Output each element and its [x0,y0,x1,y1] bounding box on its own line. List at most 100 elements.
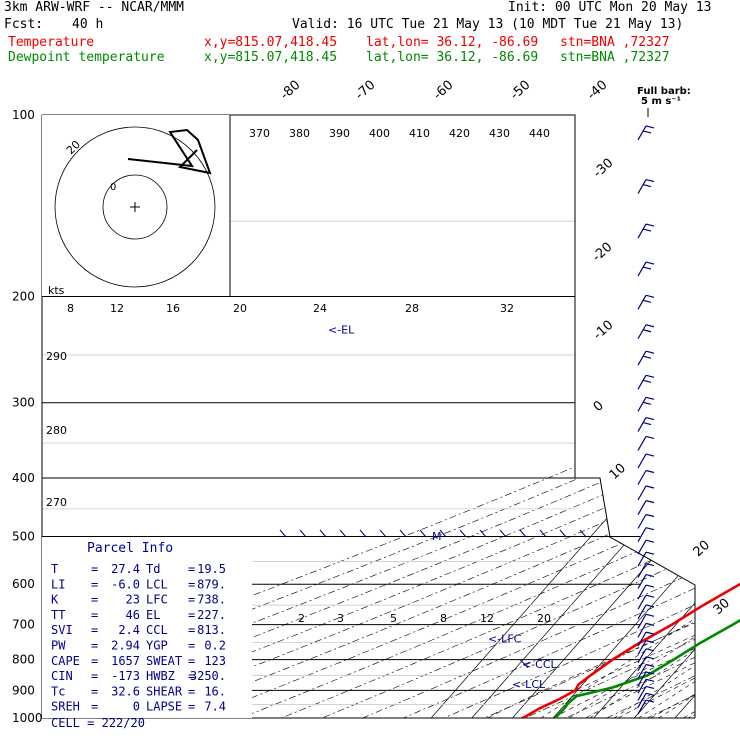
wind-barb-small [459,529,467,538]
parcel-param-value: -6.0 [111,577,140,591]
parcel-param-value: 879. [197,577,226,591]
parcel-param-name: SWEAT [146,654,182,668]
forecast-hour: 40 h [72,17,104,32]
parcel-equals: = [188,654,195,668]
theta-label: 420 [449,127,470,140]
series-stn-temperature: stn=BNA ,72327 [560,35,670,50]
parcel-param-value: 123 [204,654,226,668]
temperature-tick-label: -20 [590,240,616,265]
parcel-equals: = [91,639,98,653]
wind-barb [637,396,655,412]
wind-barb-small [339,529,347,538]
pressure-tick-label: 500 [12,529,35,543]
parcel-param-value: 0.2 [204,639,226,653]
wind-barb [637,435,655,451]
wind-scale-label: Full barb: [637,86,691,97]
parcel-param-name: LI [51,577,65,591]
parcel-param-value: 7.4 [204,700,226,714]
theta-e-label: 20 [233,302,247,315]
parcel-equals: = [188,562,195,576]
mixing-ratio-line [658,583,695,718]
parcel-param-name: SREH [51,700,80,714]
temperature-tick-label: 10 [607,461,629,483]
wind-barb [637,453,655,469]
parcel-equals: = [91,669,98,683]
series-name-temperature: Temperature [8,35,95,50]
hodograph-outer-ring [54,126,216,288]
parcel-param-value: 738. [197,593,226,607]
parcel-param-name: TT [51,608,65,622]
wind-barb-small [439,529,447,538]
wind-barb [637,551,655,567]
ccl-tick [519,659,529,669]
parcel-param-name: CAPE [51,654,80,668]
mixing-ratio-label: 20 [537,612,551,625]
wind-barb-small [359,529,367,538]
dry-adiabat [484,115,695,718]
parcel-param-name: Td [146,562,160,576]
hodograph-background [42,115,230,296]
theta-label: 400 [369,127,390,140]
wind-barb-small [419,529,427,538]
parcel-param-value: 27.4 [111,562,140,576]
level-marker-label: <-LCL [512,678,546,691]
theta-w-label: 290 [46,350,67,363]
parcel-param-name: K [51,593,59,607]
parcel-param-name: CCL [146,623,168,637]
parcel-param-name: EL [146,608,160,622]
moist-adiabat [682,296,695,718]
parcel-equals: = [188,700,195,714]
parcel-info-panel [42,537,252,718]
isotherm-line [634,115,695,718]
theta-label: 370 [249,127,270,140]
isotherm-line [512,115,695,718]
wind-barb-small [379,529,387,538]
mixing-marker-label: M [432,530,442,543]
hodograph-units-label: kts [48,284,65,297]
parcel-equals: = [91,562,98,576]
wind-barb [637,417,655,432]
parcel-param-name: CIN [51,669,73,683]
wind-barb [637,584,655,600]
parcel-info-title: Parcel Info [87,541,173,556]
wind-barb [637,513,655,529]
theta-w-label: 270 [46,496,67,509]
wind-barb [637,613,655,629]
wind-barb [637,631,655,647]
temperature-tick-label: -70 [353,78,379,103]
wind-barb-small [299,529,307,538]
pressure-tick-label: 700 [12,618,35,632]
parcel-equals: = [188,684,195,698]
parcel-equals: = [91,623,98,637]
wind-barb [637,527,655,542]
theta-e-label: 28 [405,302,419,315]
wind-barb [637,685,655,701]
parcel-param-name: LFC [146,593,168,607]
parcel-equals: = [91,593,98,607]
mixing-ratio-line [613,583,695,718]
parcel-equals: = [91,684,98,698]
theta-label: 380 [289,127,310,140]
level-marker-label: <-LFC [488,632,522,645]
parcel-equals: = [91,654,98,668]
mixing-ratio-label: 2 [298,612,305,625]
isotherm-line [430,115,695,718]
mixing-ratio-line [638,583,695,718]
wind-barb [637,604,655,620]
mixing-ratio-line [589,583,695,718]
wind-barb [637,671,655,687]
parcel-param-value: 19.5 [197,562,226,576]
parcel-param-value: 227. [197,608,226,622]
wind-barb [637,324,655,340]
theta-label: 440 [529,127,550,140]
dry-adiabat [321,115,695,718]
init-time: Init: 00 UTC Mon 20 May 13 [508,0,712,15]
wind-barb-small [479,529,487,538]
wind-barb [637,294,655,310]
dry-adiabat [199,115,695,718]
parcel-param-value: 2.94 [111,639,140,653]
wind-barb-small [499,529,507,538]
forecast-label: Fcst: [4,17,44,32]
